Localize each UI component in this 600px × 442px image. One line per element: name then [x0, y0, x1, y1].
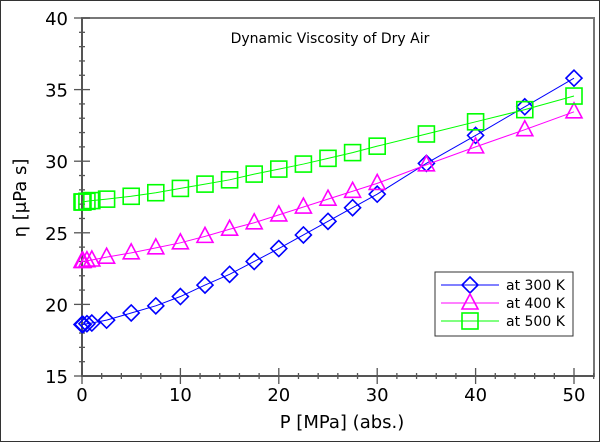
series-line [82, 95, 575, 203]
data-point [121, 242, 141, 260]
data-point [368, 137, 387, 155]
legend-label: at 400 K [506, 296, 566, 312]
series-layer [72, 69, 584, 334]
data-point [195, 275, 215, 295]
data-point [195, 225, 215, 244]
data-point [515, 100, 534, 119]
data-point [294, 155, 313, 173]
legend: at 300 K at 400 K at 500 K [434, 271, 574, 337]
data-point [97, 311, 116, 330]
data-point [343, 180, 362, 199]
x-tick-label: 30 [366, 385, 389, 406]
data-point [294, 196, 313, 214]
data-point [171, 287, 190, 306]
data-point [318, 212, 338, 231]
data-point [515, 97, 534, 116]
data-point [82, 249, 102, 267]
data-point [244, 212, 264, 230]
x-tick-label: 50 [563, 385, 586, 406]
data-point [147, 183, 165, 202]
y-tick-label: 35 [45, 81, 68, 102]
data-point [466, 113, 485, 131]
x-tick-label: 10 [169, 385, 192, 406]
y-tick-label: 40 [45, 9, 68, 30]
data-point [565, 87, 583, 105]
data-point [269, 160, 288, 178]
x-tick-label: 40 [464, 385, 487, 406]
legend-label: at 300 K [506, 278, 566, 294]
y-tick-label: 20 [45, 295, 68, 316]
data-point [343, 198, 362, 217]
legend-marker-triangle-icon [460, 292, 480, 310]
data-point [417, 154, 436, 172]
data-point [82, 313, 101, 333]
axes: 15 20 25 30 35 40 0 10 20 30 40 50 [45, 9, 595, 406]
data-point [269, 204, 289, 222]
series-at-400-k [72, 101, 584, 269]
data-point [318, 188, 338, 206]
data-point [367, 172, 387, 191]
data-point [122, 303, 141, 323]
data-point [220, 171, 239, 189]
data-point [343, 143, 362, 162]
data-point [77, 314, 97, 333]
data-point [368, 185, 387, 204]
data-point [97, 246, 116, 264]
data-point [515, 118, 535, 137]
data-point [564, 101, 584, 119]
data-point [564, 69, 584, 88]
x-tick-label: 20 [267, 385, 290, 406]
data-point [220, 265, 239, 284]
legend-label: at 500 K [506, 314, 566, 330]
chart-title: Dynamic Viscosity of Dry Air [231, 31, 430, 47]
data-point [122, 187, 140, 206]
series-at-300-k [72, 69, 584, 334]
data-point [245, 252, 264, 271]
x-tick-label: 0 [76, 385, 87, 406]
data-point [83, 191, 101, 210]
data-point [196, 175, 214, 193]
data-point [269, 239, 288, 258]
data-point [146, 237, 166, 255]
data-point [146, 296, 165, 315]
data-point [319, 149, 337, 168]
data-point [171, 232, 190, 250]
data-point [97, 190, 116, 208]
y-tick-label: 25 [45, 224, 68, 245]
series-at-500-k [73, 87, 583, 211]
y-tick-label: 15 [45, 367, 68, 388]
data-point [466, 136, 485, 154]
series-line [82, 111, 575, 262]
x-axis-title: P [MPa] (abs.) [280, 412, 405, 433]
data-point [417, 125, 436, 143]
data-point [220, 218, 239, 237]
data-point [294, 225, 313, 245]
data-point [466, 126, 485, 145]
data-point [171, 179, 190, 198]
y-tick-label: 30 [45, 152, 68, 173]
data-point [73, 315, 93, 334]
legend-marker-square-icon [461, 312, 479, 330]
data-point [245, 165, 263, 183]
legend-box [434, 271, 574, 337]
y-axis-title: η [μPa s] [10, 159, 31, 238]
